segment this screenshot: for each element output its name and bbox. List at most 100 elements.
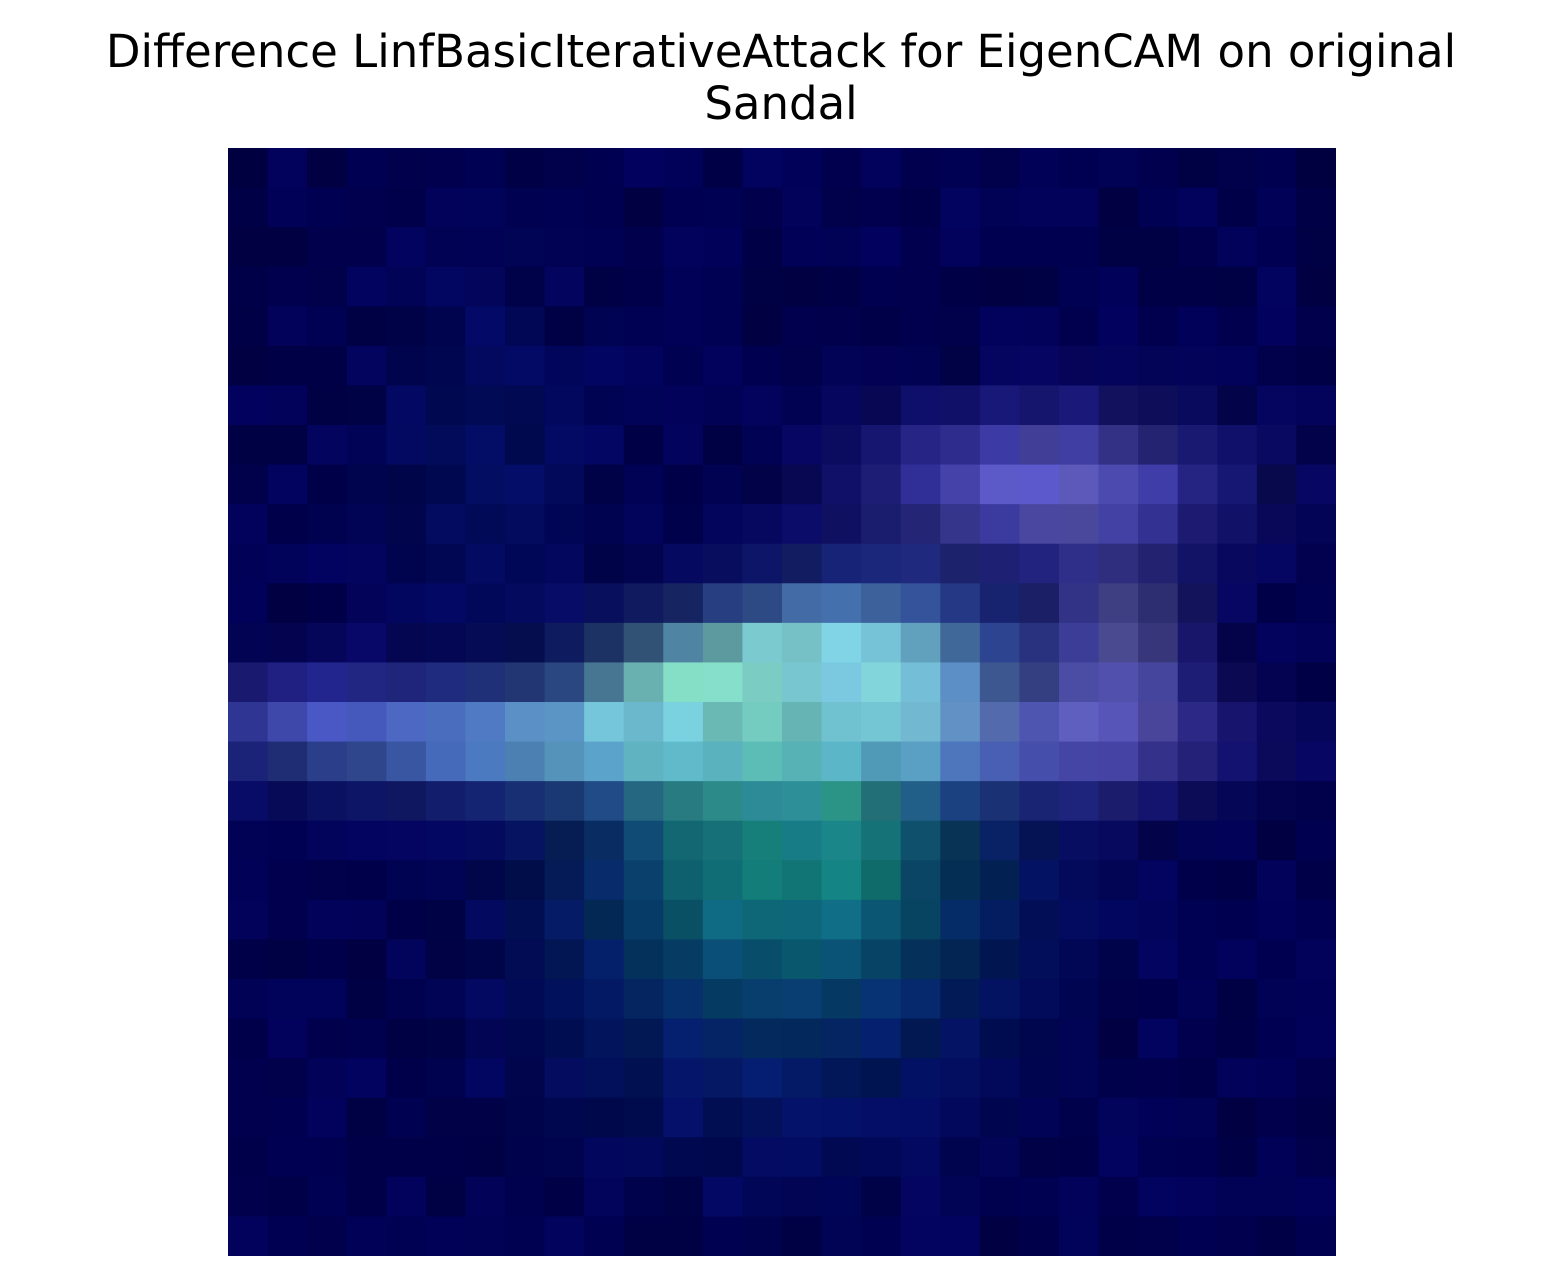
heatmap-cell xyxy=(228,1018,269,1059)
heatmap-cell xyxy=(940,1176,981,1218)
heatmap-cell xyxy=(782,899,823,941)
heatmap-cell xyxy=(742,583,783,624)
heatmap-cell xyxy=(702,662,744,703)
heatmap-cell xyxy=(1059,860,1100,901)
heatmap-cell xyxy=(623,266,664,307)
heatmap-cell xyxy=(1098,702,1139,743)
heatmap-cell xyxy=(307,702,348,743)
heatmap-cell xyxy=(465,187,506,228)
heatmap-cell xyxy=(386,148,427,189)
heatmap-cell xyxy=(544,345,585,387)
heatmap-cell xyxy=(782,583,823,624)
heatmap-cell xyxy=(1059,464,1100,505)
heatmap-cell xyxy=(1059,622,1100,664)
heatmap-cell xyxy=(782,1137,823,1178)
heatmap-cell xyxy=(742,266,783,307)
heatmap-cell xyxy=(228,1097,269,1138)
heatmap-cell xyxy=(1138,227,1179,268)
heatmap-cell xyxy=(267,899,308,941)
heatmap-cell xyxy=(386,899,427,941)
heatmap-cell xyxy=(663,187,704,228)
heatmap-cell xyxy=(861,1137,902,1178)
heatmap-cell xyxy=(821,1097,862,1138)
heatmap-cell xyxy=(1059,306,1100,347)
heatmap-cell xyxy=(584,939,625,980)
heatmap-cell xyxy=(228,504,269,545)
heatmap-cell xyxy=(940,583,981,624)
heatmap-cell xyxy=(425,860,467,901)
heatmap-cell xyxy=(900,622,941,664)
heatmap-cell xyxy=(425,543,467,584)
heatmap-cell xyxy=(584,583,625,624)
heatmap-cell xyxy=(1019,425,1060,466)
heatmap-cell xyxy=(1138,583,1179,624)
heatmap-cell xyxy=(702,345,744,387)
heatmap-cell xyxy=(1098,266,1139,307)
heatmap-cell xyxy=(1217,820,1258,861)
heatmap-cell xyxy=(584,504,625,545)
heatmap-cell xyxy=(940,1216,981,1256)
heatmap-cell xyxy=(702,820,744,861)
heatmap-cell xyxy=(1019,622,1060,664)
heatmap-cell xyxy=(900,464,941,505)
heatmap-cell xyxy=(979,543,1021,584)
heatmap-cell xyxy=(782,148,823,189)
heatmap-cell xyxy=(861,306,902,347)
heatmap-cell xyxy=(940,227,981,268)
heatmap-cell xyxy=(1098,385,1139,426)
heatmap-cell xyxy=(386,543,427,584)
heatmap-cell xyxy=(228,148,269,189)
heatmap-cell xyxy=(228,266,269,307)
heatmap-cell xyxy=(465,1097,506,1138)
heatmap-cell xyxy=(584,266,625,307)
heatmap-cell xyxy=(742,1137,783,1178)
heatmap-cell xyxy=(346,1176,387,1218)
heatmap-cell xyxy=(663,306,704,347)
heatmap-cell xyxy=(425,1137,467,1178)
heatmap-cell xyxy=(425,820,467,861)
heatmap-cell xyxy=(1019,464,1060,505)
heatmap-cell xyxy=(979,1058,1021,1099)
heatmap-cell xyxy=(1256,1137,1298,1178)
heatmap-cell xyxy=(663,543,704,584)
chart-title: Difference LinfBasicIterativeAttack for … xyxy=(0,26,1562,130)
heatmap-cell xyxy=(1256,939,1298,980)
heatmap-cell xyxy=(584,1176,625,1218)
heatmap-cell xyxy=(1019,385,1060,426)
heatmap-cell xyxy=(979,1137,1021,1178)
heatmap-cell xyxy=(1177,1018,1218,1059)
heatmap-cell xyxy=(979,583,1021,624)
heatmap-cell xyxy=(1177,702,1218,743)
heatmap-cell xyxy=(821,741,862,782)
heatmap-cell xyxy=(742,702,783,743)
heatmap-cell xyxy=(1296,543,1336,584)
heatmap-cell xyxy=(584,1216,625,1256)
heatmap-cell xyxy=(663,1097,704,1138)
heatmap-cell xyxy=(861,741,902,782)
heatmap-cell xyxy=(900,939,941,980)
heatmap-cell xyxy=(1138,425,1179,466)
heatmap-cell xyxy=(1019,266,1060,307)
heatmap-cell xyxy=(346,385,387,426)
heatmap-cell xyxy=(900,702,941,743)
heatmap-cell xyxy=(505,148,546,189)
heatmap-cell xyxy=(702,583,744,624)
heatmap-cell xyxy=(821,781,862,822)
heatmap-cell xyxy=(346,266,387,307)
heatmap-cell xyxy=(228,1137,269,1178)
heatmap-cell xyxy=(267,543,308,584)
heatmap-cell xyxy=(702,979,744,1020)
heatmap-cell xyxy=(663,899,704,941)
heatmap-cell xyxy=(505,1058,546,1099)
heatmap-cell xyxy=(544,227,585,268)
heatmap-cell xyxy=(1019,583,1060,624)
heatmap-cell xyxy=(386,1216,427,1256)
heatmap-cell xyxy=(228,781,269,822)
heatmap-cell xyxy=(1217,1058,1258,1099)
heatmap-cell xyxy=(465,1216,506,1256)
heatmap-cell xyxy=(1177,939,1218,980)
heatmap-cell xyxy=(505,899,546,941)
heatmap-cell xyxy=(346,820,387,861)
heatmap-cell xyxy=(1217,425,1258,466)
heatmap-cell xyxy=(979,306,1021,347)
